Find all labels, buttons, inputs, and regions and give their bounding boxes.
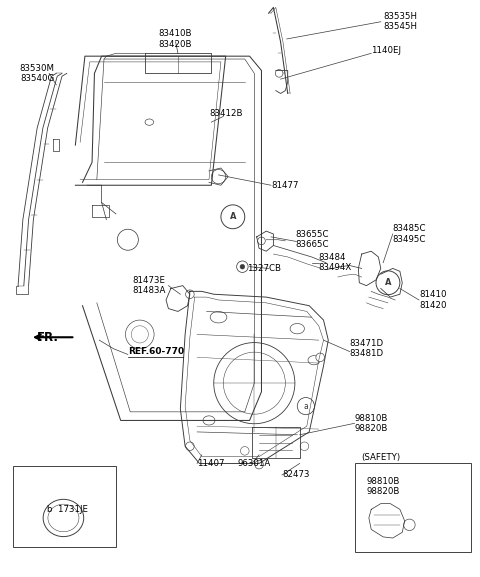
Text: 1140EJ: 1140EJ (371, 46, 401, 55)
Text: 83530M
83540G: 83530M 83540G (20, 63, 55, 83)
Text: FR.: FR. (37, 331, 59, 344)
Text: A: A (384, 278, 391, 287)
Text: 98810B
98820B: 98810B 98820B (366, 477, 400, 496)
Text: 11407: 11407 (197, 459, 225, 468)
Text: a: a (303, 402, 308, 411)
Circle shape (240, 447, 249, 455)
Text: 83410B
83420B: 83410B 83420B (159, 29, 192, 48)
Text: 82473: 82473 (282, 470, 310, 479)
Circle shape (300, 442, 309, 451)
Circle shape (240, 264, 245, 269)
Text: 98810B
98820B: 98810B 98820B (355, 414, 388, 433)
Text: 83471D
83481D: 83471D 83481D (350, 339, 384, 358)
Text: 83485C
83495C: 83485C 83495C (393, 224, 426, 243)
Text: 81410
81420: 81410 81420 (419, 290, 446, 310)
Circle shape (255, 460, 264, 469)
Text: b  1731JE: b 1731JE (47, 505, 88, 514)
Text: 83535H
83545H: 83535H 83545H (383, 12, 417, 32)
Text: A: A (229, 212, 236, 222)
Text: 81473E
81483A: 81473E 81483A (132, 276, 166, 295)
Text: 83484
83494X: 83484 83494X (319, 253, 352, 272)
Text: 81477: 81477 (271, 181, 299, 190)
Circle shape (186, 290, 194, 298)
Circle shape (316, 353, 324, 362)
Text: (SAFETY): (SAFETY) (362, 453, 401, 462)
Text: 83655C
83665C: 83655C 83665C (295, 230, 328, 249)
Text: 83412B: 83412B (209, 109, 242, 118)
Text: REF.60-770: REF.60-770 (128, 347, 184, 356)
Text: 1327CB: 1327CB (247, 264, 281, 273)
Circle shape (186, 442, 194, 451)
Text: 96301A: 96301A (238, 459, 271, 468)
